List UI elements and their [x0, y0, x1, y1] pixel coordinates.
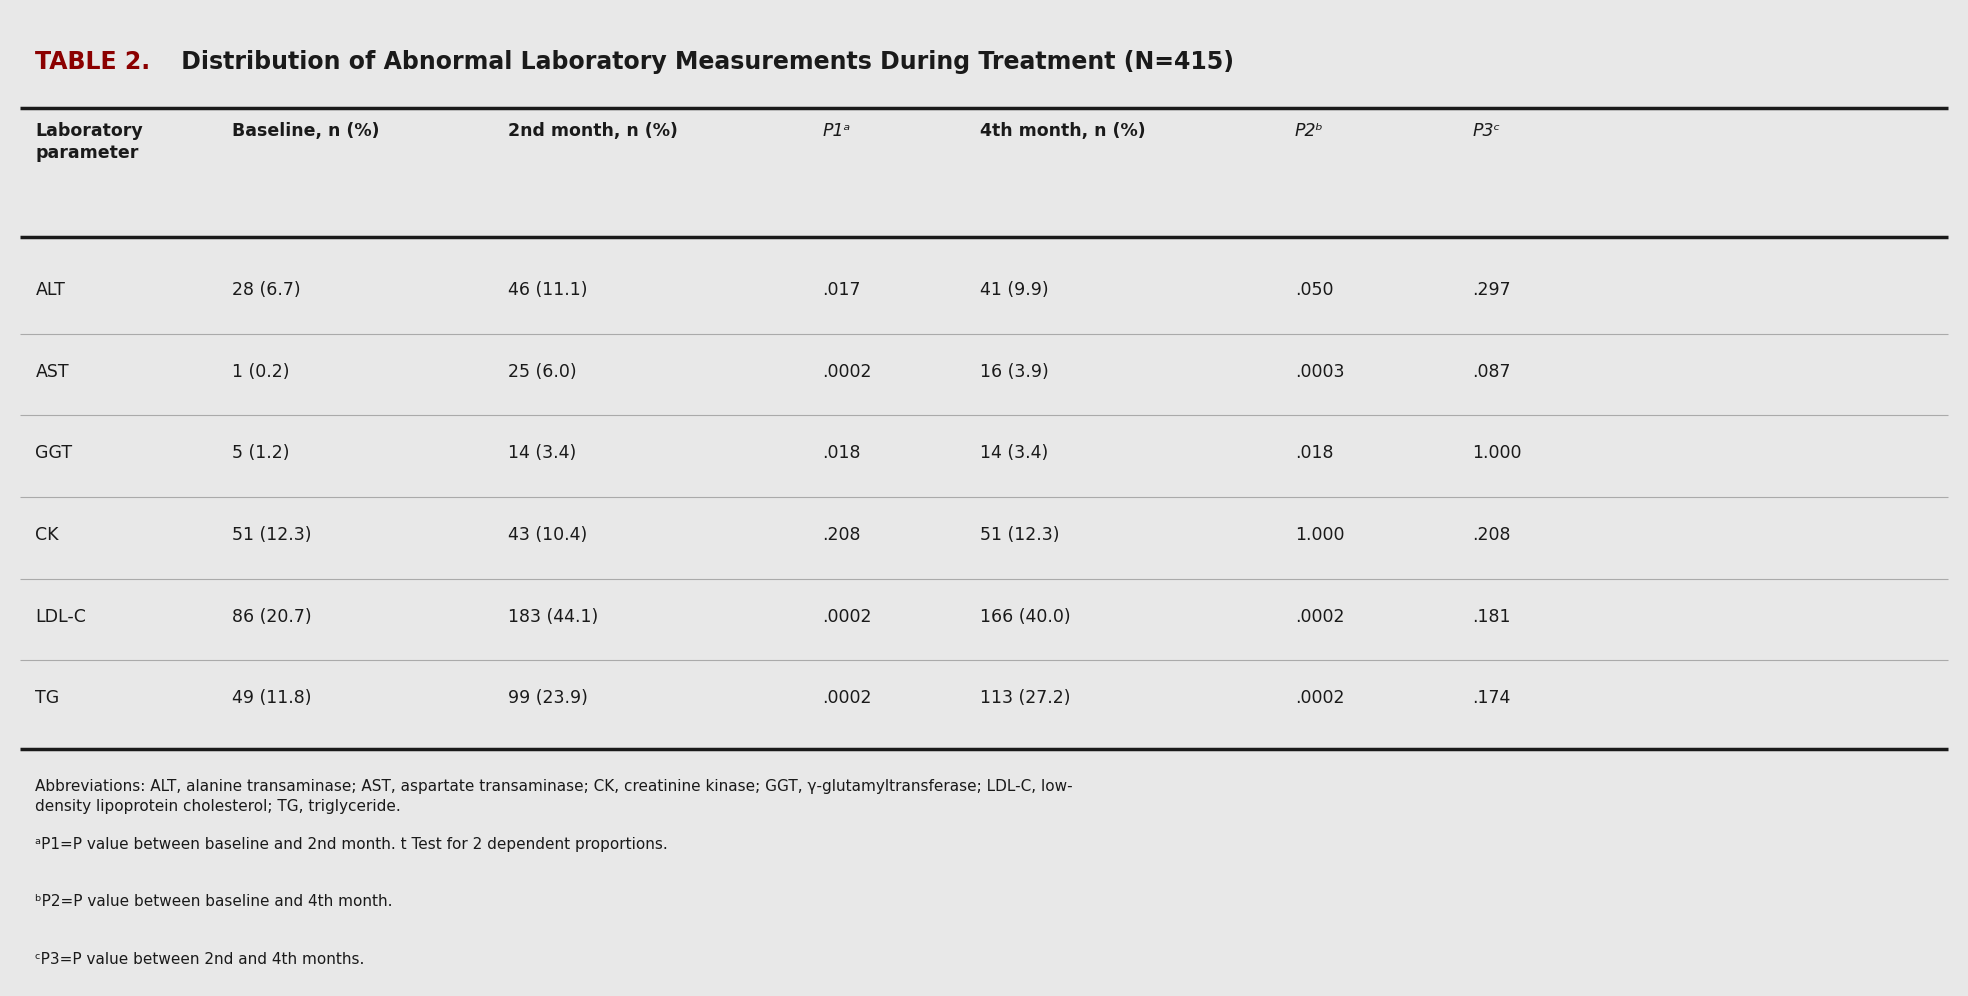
Text: .0002: .0002 [823, 363, 872, 380]
Text: 166 (40.0): 166 (40.0) [980, 608, 1071, 625]
Text: 51 (12.3): 51 (12.3) [980, 526, 1059, 544]
Text: 14 (3.4): 14 (3.4) [508, 444, 577, 462]
Text: 1.000: 1.000 [1472, 444, 1521, 462]
Text: ᶜP3=P value between 2nd and 4th months.: ᶜP3=P value between 2nd and 4th months. [35, 952, 364, 967]
Text: TG: TG [35, 689, 59, 707]
Text: .0002: .0002 [1295, 689, 1344, 707]
Text: 25 (6.0): 25 (6.0) [508, 363, 577, 380]
Text: 2nd month, n (%): 2nd month, n (%) [508, 122, 677, 139]
Text: .297: .297 [1472, 281, 1511, 299]
Text: Distribution of Abnormal Laboratory Measurements During Treatment (N=415): Distribution of Abnormal Laboratory Meas… [173, 50, 1234, 74]
Text: .208: .208 [823, 526, 862, 544]
Text: ᵇP2=P value between baseline and 4th month.: ᵇP2=P value between baseline and 4th mon… [35, 894, 394, 909]
Text: Baseline, n (%): Baseline, n (%) [232, 122, 380, 139]
Text: P3ᶜ: P3ᶜ [1472, 122, 1500, 139]
Text: 43 (10.4): 43 (10.4) [508, 526, 586, 544]
Text: 16 (3.9): 16 (3.9) [980, 363, 1049, 380]
Text: 51 (12.3): 51 (12.3) [232, 526, 311, 544]
Text: CK: CK [35, 526, 59, 544]
Text: ᵃP1=P value between baseline and 2nd month. t Test for 2 dependent proportions.: ᵃP1=P value between baseline and 2nd mon… [35, 837, 669, 852]
Text: .0003: .0003 [1295, 363, 1344, 380]
Text: 86 (20.7): 86 (20.7) [232, 608, 311, 625]
Text: .018: .018 [823, 444, 862, 462]
Text: .0002: .0002 [1295, 608, 1344, 625]
Text: 99 (23.9): 99 (23.9) [508, 689, 588, 707]
Text: P2ᵇ: P2ᵇ [1295, 122, 1324, 139]
Text: .0002: .0002 [823, 689, 872, 707]
Text: .018: .018 [1295, 444, 1334, 462]
Text: 28 (6.7): 28 (6.7) [232, 281, 301, 299]
Text: P1ᵃ: P1ᵃ [823, 122, 850, 139]
Text: 49 (11.8): 49 (11.8) [232, 689, 311, 707]
Text: 1.000: 1.000 [1295, 526, 1344, 544]
Text: LDL-C: LDL-C [35, 608, 87, 625]
Text: 5 (1.2): 5 (1.2) [232, 444, 289, 462]
Text: Abbreviations: ALT, alanine transaminase; AST, aspartate transaminase; CK, creat: Abbreviations: ALT, alanine transaminase… [35, 779, 1073, 814]
Text: .181: .181 [1472, 608, 1511, 625]
Text: 183 (44.1): 183 (44.1) [508, 608, 598, 625]
Text: GGT: GGT [35, 444, 73, 462]
Text: 41 (9.9): 41 (9.9) [980, 281, 1049, 299]
Text: 4th month, n (%): 4th month, n (%) [980, 122, 1145, 139]
Text: 113 (27.2): 113 (27.2) [980, 689, 1071, 707]
Text: 46 (11.1): 46 (11.1) [508, 281, 586, 299]
Text: TABLE 2.: TABLE 2. [35, 50, 150, 74]
Text: AST: AST [35, 363, 69, 380]
Text: 14 (3.4): 14 (3.4) [980, 444, 1049, 462]
Text: .017: .017 [823, 281, 862, 299]
Text: .174: .174 [1472, 689, 1509, 707]
Text: .050: .050 [1295, 281, 1334, 299]
Text: 1 (0.2): 1 (0.2) [232, 363, 289, 380]
Text: .087: .087 [1472, 363, 1511, 380]
Text: .208: .208 [1472, 526, 1511, 544]
Text: ALT: ALT [35, 281, 65, 299]
Text: .0002: .0002 [823, 608, 872, 625]
Text: Laboratory
parameter: Laboratory parameter [35, 122, 144, 161]
